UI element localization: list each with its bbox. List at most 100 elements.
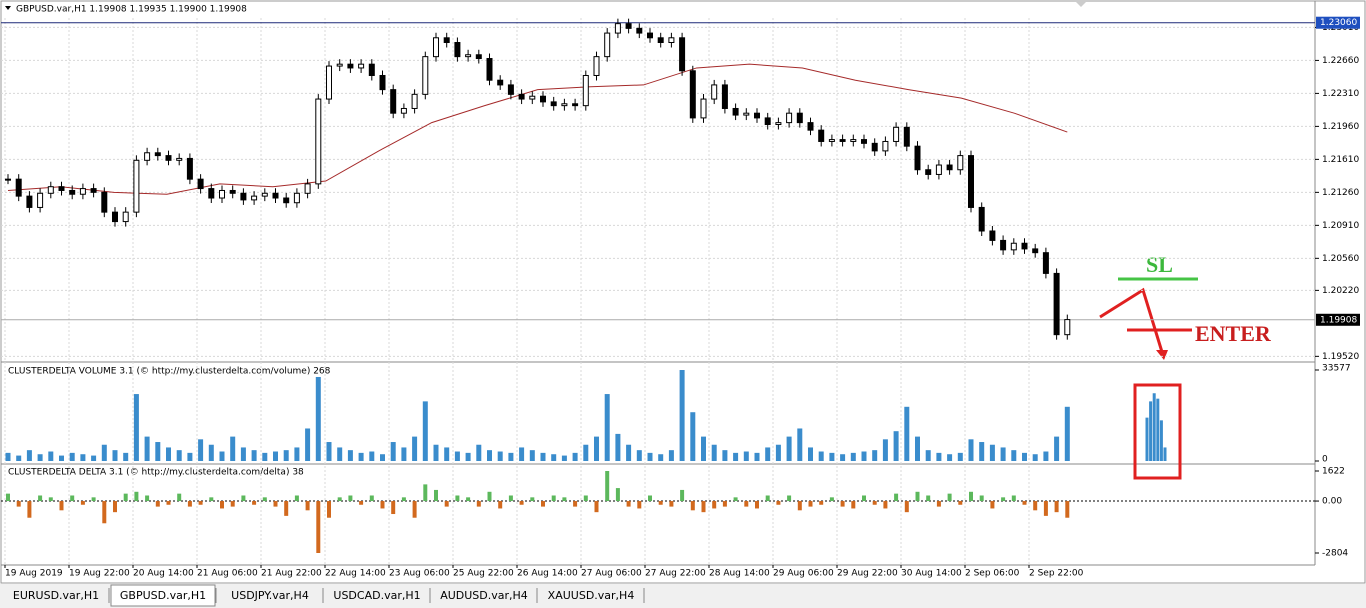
delta-bar [348,495,353,502]
tab-label[interactable]: USDCAD.var,H1 [333,589,420,602]
volume-bar [16,455,22,461]
delta-bar [166,501,171,505]
delta-bar [123,493,128,502]
delta-bar [59,501,64,511]
volume-bar [347,450,353,461]
volume-bar [208,444,214,461]
delta-bar [1022,501,1027,505]
delta-bar [755,501,759,509]
delta-bar [1033,501,1038,511]
y-tick-label: 1.21260 [1322,188,1359,198]
volume-bar [508,452,514,461]
tab[interactable] [432,587,536,605]
delta-bar [615,488,620,502]
candle-body [689,70,696,119]
arrow-head [1156,350,1168,360]
time-label: 26 Aug 14:00 [517,569,578,579]
volume-bar [786,436,792,461]
delta-bar [851,501,856,509]
candle-body [668,37,675,44]
volume-bar [176,450,182,461]
candle-body [443,37,450,44]
candle-body [775,122,782,125]
candle-body [261,192,268,197]
candle-body [636,27,643,34]
delta-bar [701,501,706,513]
candle-body [433,37,439,58]
y-tick-label: 1.22310 [1322,89,1359,99]
candle-body [679,37,686,72]
volume-bar [594,436,599,461]
volume-bar [711,444,717,461]
candle-body [828,139,835,142]
candle-body [1064,319,1071,336]
tab[interactable] [539,587,643,605]
volume-bar [1145,417,1149,461]
volume-bar [283,450,289,461]
volume-bar [123,452,129,461]
delta-bar [337,497,342,502]
delta-bar [209,497,214,502]
candle-body [454,42,461,58]
delta-bar [562,497,567,502]
delta-bar [883,501,888,509]
volume-bar [1149,401,1153,461]
volume-bar [219,451,225,461]
candle-body [208,188,215,199]
y-tick-label: 1.20560 [1322,254,1359,264]
candle-body [721,84,728,109]
volume-bar [754,452,760,461]
delta-bar [990,501,995,509]
volume-bar [358,452,364,461]
tab-label[interactable]: AUDUSD.var,H4 [440,589,528,602]
tab-label[interactable]: EURUSD.var,H1 [13,589,99,602]
candle-body [475,54,482,60]
candle-body [58,186,65,191]
candle-body [957,155,964,171]
sl-label: SL [1146,252,1173,277]
tab-label[interactable]: GBPUSD.var,H1 [120,589,206,602]
volume-bar [722,450,728,461]
volume-bar [1032,454,1038,461]
volume-bar [251,450,257,461]
delta-bar [669,501,674,507]
candle-body [807,122,814,131]
candle-body [978,206,985,232]
volume-bar [765,447,771,461]
delta-bar [155,501,160,507]
volume-bar [915,436,920,461]
candle-body [561,103,568,107]
candle-body [593,56,600,76]
volume-bar [818,451,824,461]
tab[interactable] [218,587,322,605]
candle-body [1032,248,1039,254]
delta-bar [1001,497,1006,502]
tab[interactable] [325,587,429,605]
candle-body [572,103,579,107]
volume-bar [294,447,300,461]
time-label: 28 Aug 14:00 [709,569,770,579]
candle-body [379,74,386,91]
tab[interactable] [4,587,108,605]
volume-bar [733,452,739,461]
tab-active[interactable] [110,584,216,607]
volume-bar [882,439,888,461]
y-tick-label: 1.19520 [1322,352,1359,362]
delta-bar [466,497,471,502]
time-label: 22 Aug 14:00 [325,569,386,579]
tab-label[interactable]: XAUUSD.var,H4 [548,589,635,602]
menu-arrow[interactable] [5,6,11,10]
price-tag-label: 1.19908 [1320,315,1357,325]
candle-body [229,189,236,194]
delta-bar [648,495,652,502]
delta-bar [605,471,610,502]
tab-label[interactable]: USDJPY.var,H4 [231,589,309,602]
delta-bar [487,491,492,502]
volume-bar [658,454,664,461]
candle-body [1021,242,1028,250]
delta-bar [733,497,738,502]
delta-bar [262,497,267,502]
price-tag-label: 1.23060 [1320,18,1357,28]
y-tick-label: -2804 [1322,549,1348,559]
volume-bar [262,452,268,461]
